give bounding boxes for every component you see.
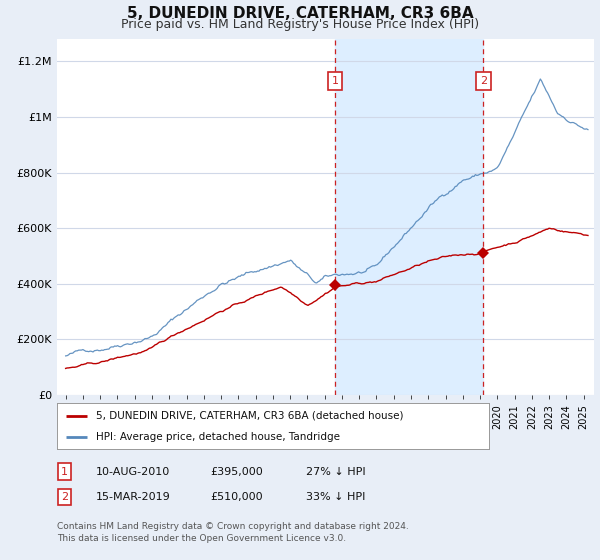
Text: 15-MAR-2019: 15-MAR-2019 <box>96 492 171 502</box>
Text: 5, DUNEDIN DRIVE, CATERHAM, CR3 6BA: 5, DUNEDIN DRIVE, CATERHAM, CR3 6BA <box>127 6 473 21</box>
Text: Price paid vs. HM Land Registry's House Price Index (HPI): Price paid vs. HM Land Registry's House … <box>121 18 479 31</box>
Text: 5, DUNEDIN DRIVE, CATERHAM, CR3 6BA (detached house): 5, DUNEDIN DRIVE, CATERHAM, CR3 6BA (det… <box>96 410 403 421</box>
Text: 27% ↓ HPI: 27% ↓ HPI <box>306 466 365 477</box>
Text: £395,000: £395,000 <box>210 466 263 477</box>
Text: 1: 1 <box>331 76 338 86</box>
Text: 33% ↓ HPI: 33% ↓ HPI <box>306 492 365 502</box>
Text: 2: 2 <box>480 76 487 86</box>
Bar <box>335 39 484 395</box>
Text: HPI: Average price, detached house, Tandridge: HPI: Average price, detached house, Tand… <box>96 432 340 442</box>
Text: 2: 2 <box>61 492 68 502</box>
Text: Contains HM Land Registry data © Crown copyright and database right 2024.
This d: Contains HM Land Registry data © Crown c… <box>57 522 409 543</box>
Text: 10-AUG-2010: 10-AUG-2010 <box>96 466 170 477</box>
Text: £510,000: £510,000 <box>210 492 263 502</box>
Text: 1: 1 <box>61 466 68 477</box>
